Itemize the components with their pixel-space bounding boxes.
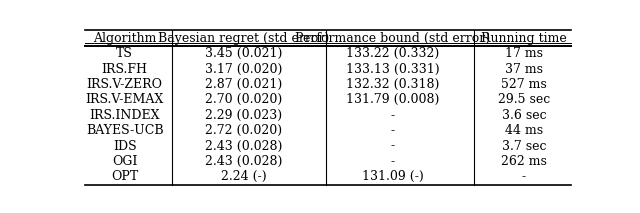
Text: -: - — [390, 124, 394, 137]
Text: 3.7 sec: 3.7 sec — [502, 140, 546, 153]
Text: 2.87 (0.021): 2.87 (0.021) — [205, 78, 282, 91]
Text: 2.70 (0.020): 2.70 (0.020) — [205, 93, 282, 106]
Text: 3.6 sec: 3.6 sec — [502, 109, 546, 122]
Text: Bayesian regret (std error): Bayesian regret (std error) — [158, 32, 330, 45]
Text: 44 ms: 44 ms — [505, 124, 543, 137]
Text: 3.45 (0.021): 3.45 (0.021) — [205, 47, 282, 60]
Text: -: - — [522, 170, 526, 183]
Text: 131.09 (-): 131.09 (-) — [362, 170, 423, 183]
Text: -: - — [390, 155, 394, 168]
Text: 3.17 (0.020): 3.17 (0.020) — [205, 63, 282, 76]
Text: -: - — [390, 109, 394, 122]
Text: OGI: OGI — [112, 155, 138, 168]
Text: 2.72 (0.020): 2.72 (0.020) — [205, 124, 282, 137]
Text: 2.29 (0.023): 2.29 (0.023) — [205, 109, 282, 122]
Text: IRS.INDEX: IRS.INDEX — [90, 109, 160, 122]
Text: IRS.V-ZERO: IRS.V-ZERO — [86, 78, 163, 91]
Text: 2.24 (-): 2.24 (-) — [221, 170, 266, 183]
Text: 2.43 (0.028): 2.43 (0.028) — [205, 155, 282, 168]
Text: 2.43 (0.028): 2.43 (0.028) — [205, 140, 282, 153]
Text: 132.32 (0.318): 132.32 (0.318) — [346, 78, 439, 91]
Text: Performance bound (std error): Performance bound (std error) — [295, 32, 490, 45]
Text: OPT: OPT — [111, 170, 138, 183]
Text: 131.79 (0.008): 131.79 (0.008) — [346, 93, 439, 106]
Text: 133.13 (0.331): 133.13 (0.331) — [346, 63, 439, 76]
Text: 262 ms: 262 ms — [501, 155, 547, 168]
Text: IRS.FH: IRS.FH — [102, 63, 148, 76]
Text: TS: TS — [116, 47, 133, 60]
Text: 527 ms: 527 ms — [501, 78, 547, 91]
Text: IRS.V-EMAX: IRS.V-EMAX — [86, 93, 164, 106]
Text: Running time: Running time — [481, 32, 567, 45]
Text: 133.22 (0.332): 133.22 (0.332) — [346, 47, 439, 60]
Text: IDS: IDS — [113, 140, 136, 153]
Text: BAYES-UCB: BAYES-UCB — [86, 124, 163, 137]
Text: 37 ms: 37 ms — [505, 63, 543, 76]
Text: 29.5 sec: 29.5 sec — [498, 93, 550, 106]
Text: -: - — [390, 140, 394, 153]
Text: Algorithm: Algorithm — [93, 32, 156, 45]
Text: 17 ms: 17 ms — [505, 47, 543, 60]
